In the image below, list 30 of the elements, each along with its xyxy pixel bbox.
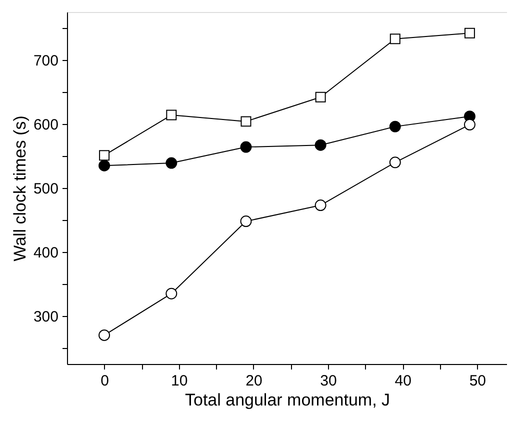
y-tick-label: 500 <box>33 180 58 198</box>
x-tick-label: 50 <box>469 372 486 390</box>
point <box>314 200 326 212</box>
point <box>166 157 178 169</box>
point <box>98 329 110 341</box>
y-tick-label: 600 <box>33 116 58 134</box>
point <box>389 156 401 168</box>
x-axis-title: Total angular momentum, J <box>184 390 390 410</box>
point <box>166 110 177 120</box>
x-tick-label: 30 <box>320 372 337 390</box>
point <box>389 120 401 132</box>
x-tick-label: 40 <box>394 372 412 390</box>
point <box>99 150 110 161</box>
point <box>314 139 326 151</box>
point <box>464 118 476 130</box>
x-tick-label: 0 <box>100 372 109 390</box>
point <box>464 28 475 38</box>
y-tick-label: 400 <box>33 244 58 262</box>
point <box>98 160 110 172</box>
y-axis-title: Wall clock times (s) <box>10 116 30 262</box>
y-tick-label: 700 <box>33 52 58 70</box>
point <box>166 288 178 300</box>
y-tick-label: 300 <box>33 308 58 326</box>
point <box>315 92 326 102</box>
point <box>240 216 252 228</box>
point <box>240 116 252 127</box>
point <box>390 34 400 44</box>
x-tick-label: 10 <box>171 372 188 390</box>
point <box>240 141 252 153</box>
x-tick-label: 20 <box>246 372 262 390</box>
